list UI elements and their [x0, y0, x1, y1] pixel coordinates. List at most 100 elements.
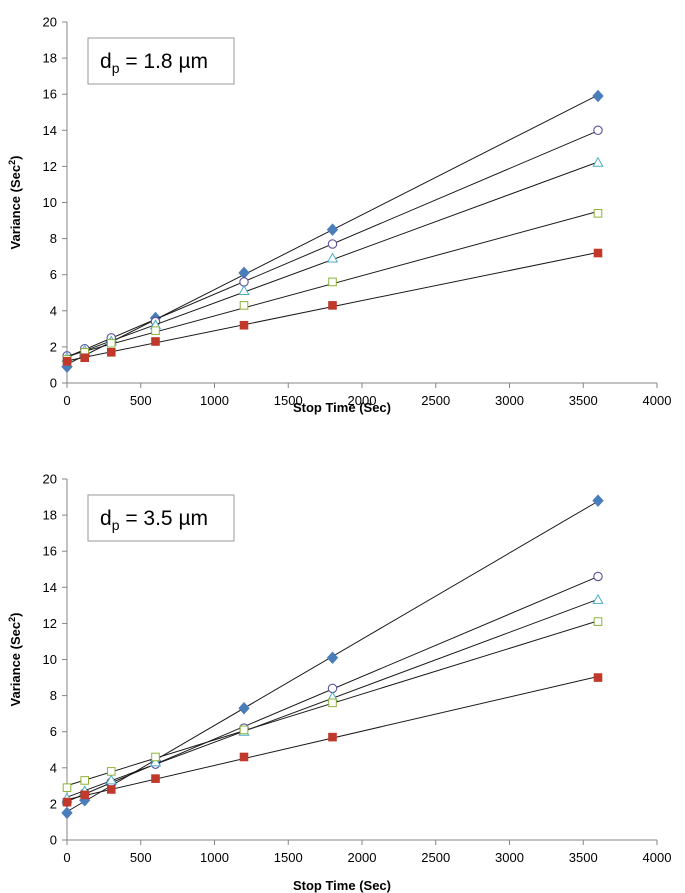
data-point-s1-6 [326, 223, 339, 236]
y-tick-label: 20 [43, 472, 57, 487]
annotation-sub: p [112, 517, 120, 533]
y-tick-label: 20 [43, 15, 57, 30]
x-tick-label: 1500 [274, 850, 303, 865]
x-tick-label: 0 [63, 393, 70, 408]
data-point-s5-6 [328, 732, 337, 742]
y-tick-label: 12 [43, 159, 57, 174]
data-point-s4-7 [593, 617, 603, 626]
data-point-s4-3 [106, 767, 116, 776]
y-tick-label: 18 [43, 51, 57, 66]
data-point-s4-4 [151, 752, 160, 762]
y-tick-label: 10 [43, 195, 57, 210]
data-point-s1-1 [61, 806, 73, 820]
data-point-s5-2 [80, 790, 90, 800]
x-tick-label: 2500 [421, 850, 450, 865]
y-tick-label: 18 [43, 508, 57, 523]
data-point-s4-7 [593, 209, 603, 218]
y-tick-label: 2 [50, 796, 57, 811]
y-tick-label: 6 [50, 724, 57, 739]
data-point-s5-2 [80, 353, 90, 363]
series-4-points [62, 617, 603, 792]
y-tick-label: 14 [43, 123, 57, 138]
annotation-rest: = 1.8 µm [119, 50, 208, 73]
series-1-points [61, 89, 604, 373]
y-tick-label: 2 [50, 339, 57, 354]
y-tick-label: 0 [50, 376, 57, 391]
annotation-box [87, 494, 235, 542]
y-axis-title-main: Variance (Sec [8, 165, 23, 250]
y-tick-label: 16 [43, 87, 57, 102]
data-point-s5-5 [239, 320, 249, 330]
y-axis-title-end: ) [8, 613, 23, 617]
data-point-s5-6 [328, 301, 337, 310]
y-axis-title-sup: 2 [7, 617, 17, 622]
annotation-main: d [100, 507, 112, 530]
data-point-s5-3 [106, 785, 116, 794]
y-tick-label: 8 [50, 231, 57, 246]
data-point-s3-6 [326, 252, 339, 263]
y-axis-title: Variance (Sec2) [7, 156, 23, 250]
x-tick-label: 500 [130, 393, 152, 408]
annotation-sub: p [112, 60, 120, 76]
x-tick-label: 2000 [348, 393, 377, 408]
x-tick-label: 500 [130, 850, 152, 865]
x-tick-label: 0 [63, 850, 70, 865]
data-point-s5-1 [62, 357, 72, 366]
data-point-s5-7 [593, 248, 603, 258]
data-point-s4-6 [328, 277, 337, 287]
data-point-s5-7 [593, 673, 603, 682]
y-tick-label: 8 [50, 688, 57, 703]
x-axis-title: Stop Time (Sec) [293, 878, 391, 893]
data-point-s1-7 [592, 494, 604, 507]
y-tick-label: 16 [43, 544, 57, 559]
data-point-s4-3 [106, 338, 116, 348]
x-tick-label: 1000 [200, 850, 229, 865]
y-tick-label: 10 [43, 652, 57, 667]
series-3-points [61, 593, 604, 803]
x-tick-label: 3000 [495, 850, 524, 865]
y-axis-title-sup: 2 [7, 160, 17, 165]
data-point-s4-4 [151, 326, 160, 335]
data-point-s4-2 [80, 776, 90, 785]
data-point-s5-4 [151, 774, 160, 783]
annotation-rest: = 3.5 µm [119, 507, 208, 530]
data-point-s3-5 [238, 284, 250, 295]
data-point-s3-4 [149, 756, 162, 767]
chart-panel-2: 0 2 4 6 8 10 12 14 16 18 20 0 500 1000 1500 2000 2500 300… [7, 472, 671, 893]
data-point-s2-7 [593, 125, 603, 136]
annotation-text: dp = 3.5 µm [100, 507, 208, 533]
x-tick-label: 1000 [200, 393, 229, 408]
y-tick-label: 14 [43, 580, 57, 595]
data-point-s5-4 [151, 337, 160, 346]
y-tick-label: 6 [50, 267, 57, 282]
data-point-s2-5 [239, 277, 249, 287]
data-point-s3-7 [592, 593, 604, 604]
series-5-points [62, 248, 603, 366]
data-point-s1-6 [326, 651, 339, 664]
x-tick-label: 3500 [569, 850, 598, 865]
data-point-s5-5 [239, 752, 249, 762]
data-point-s1-5 [238, 701, 250, 715]
data-point-s2-6 [327, 683, 338, 694]
series-3-points [61, 156, 604, 362]
annotation-main: d [100, 50, 112, 73]
data-point-s4-5 [239, 725, 249, 735]
x-tick-label: 1500 [274, 393, 303, 408]
data-point-s5-3 [106, 348, 116, 357]
y-axis-title-end: ) [8, 156, 23, 160]
y-tick-label: 4 [50, 760, 57, 775]
data-point-s3-7 [592, 156, 604, 167]
x-tick-label: 3000 [495, 393, 524, 408]
series-5-points [62, 673, 603, 807]
data-point-s4-1 [62, 783, 72, 792]
x-tick-label: 4000 [643, 850, 672, 865]
y-tick-label: 12 [43, 616, 57, 631]
data-point-s5-1 [62, 797, 72, 807]
data-point-s4-6 [328, 698, 337, 708]
x-tick-label: 2500 [421, 393, 450, 408]
data-point-s2-6 [327, 239, 338, 249]
data-point-s4-5 [239, 301, 249, 310]
series-1-points [61, 494, 604, 820]
y-tick-label: 0 [50, 833, 57, 848]
